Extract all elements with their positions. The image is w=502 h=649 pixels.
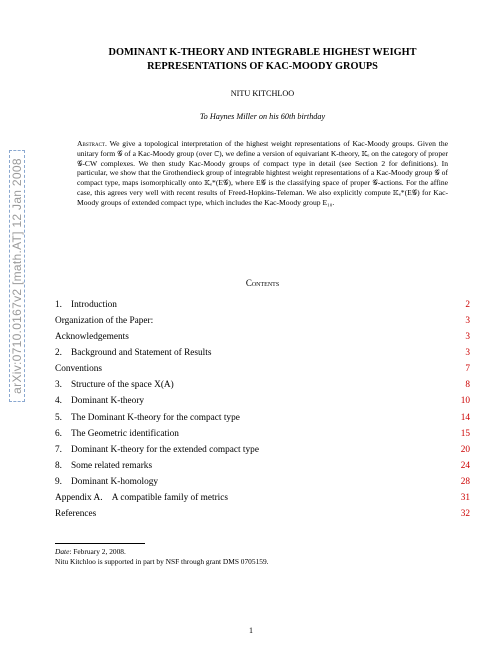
toc-row: Appendix A. A compatible family of metri…: [55, 493, 470, 505]
contents-heading: Contents: [55, 278, 470, 288]
title-line-1: DOMINANT K-THEORY AND INTEGRABLE HIGHEST…: [109, 47, 417, 58]
toc-label: Background and Statement of Results: [71, 348, 211, 360]
toc-entry: 7.Dominant K-theory for the extended com…: [55, 445, 259, 457]
toc-page[interactable]: 10: [461, 396, 470, 408]
toc-page[interactable]: 14: [461, 413, 470, 425]
toc-label: Some related remarks: [71, 461, 152, 473]
toc-label: Organization of the Paper:: [55, 316, 153, 328]
toc-row: 4.Dominant K-theory 10: [55, 396, 470, 408]
toc-row: Conventions 7: [55, 364, 470, 376]
toc-row: 3.Structure of the space X(A) 8: [55, 380, 470, 392]
toc-label: References: [55, 509, 96, 521]
footer-note: Nitu Kitchloo is supported in part by NS…: [55, 557, 269, 566]
toc-label: Dominant K-homology: [71, 477, 158, 489]
toc-page[interactable]: 20: [461, 445, 470, 457]
toc-page[interactable]: 3: [465, 316, 470, 328]
toc-row: 1.Introduction 2: [55, 300, 470, 312]
toc-entry: 1.Introduction: [55, 300, 117, 312]
abstract-body: We give a topological interpretation of …: [77, 139, 448, 207]
toc-entry: 6.The Geometric identification: [55, 429, 179, 441]
toc-number: 9.: [55, 477, 71, 489]
toc-row: Acknowledgements 3: [55, 332, 470, 344]
toc-row: 6.The Geometric identification 15: [55, 429, 470, 441]
toc-label: Appendix A. A compatible family of metri…: [55, 493, 228, 505]
toc-entry: 2.Background and Statement of Results: [55, 348, 211, 360]
dedication: To Haynes Miller on his 60th birthday: [55, 112, 470, 121]
page-number: 1: [0, 626, 502, 635]
toc-label: The Dominant K-theory for the compact ty…: [71, 413, 240, 425]
toc-number: 7.: [55, 445, 71, 457]
footer: Date: February 2, 2008. Nitu Kitchloo is…: [55, 547, 470, 567]
toc-entry: 5.The Dominant K-theory for the compact …: [55, 413, 240, 425]
toc-page[interactable]: 24: [461, 461, 470, 473]
toc-row: 7.Dominant K-theory for the extended com…: [55, 445, 470, 457]
toc-page[interactable]: 31: [461, 493, 470, 505]
toc-page[interactable]: 28: [461, 477, 470, 489]
toc-number: 6.: [55, 429, 71, 441]
toc-page[interactable]: 15: [461, 429, 470, 441]
author-name: NITU KITCHLOO: [55, 89, 470, 98]
toc-entry: References: [55, 509, 96, 521]
toc-label: Dominant K-theory for the extended compa…: [71, 445, 259, 457]
toc-page[interactable]: 3: [465, 348, 470, 360]
abstract: Abstract. We give a topological interpre…: [77, 139, 448, 208]
abstract-label: Abstract.: [77, 139, 107, 148]
toc-number: 2.: [55, 348, 71, 360]
toc-entry: Organization of the Paper:: [55, 316, 153, 328]
toc-page[interactable]: 7: [465, 364, 470, 376]
toc-row: 5.The Dominant K-theory for the compact …: [55, 413, 470, 425]
toc-entry: 9.Dominant K-homology: [55, 477, 158, 489]
toc-entry: 8.Some related remarks: [55, 461, 152, 473]
toc-row: References 32: [55, 509, 470, 521]
date-label: Date: [55, 547, 69, 556]
toc-row: Organization of the Paper: 3: [55, 316, 470, 328]
toc-row: 9.Dominant K-homology 28: [55, 477, 470, 489]
toc-number: 3.: [55, 380, 71, 392]
toc-entry: Conventions: [55, 364, 102, 376]
paper-title: DOMINANT K-THEORY AND INTEGRABLE HIGHEST…: [55, 46, 470, 74]
toc-number: 8.: [55, 461, 71, 473]
toc-label: Introduction: [71, 300, 117, 312]
table-of-contents: 1.Introduction 2 Organization of the Paper…: [55, 300, 470, 521]
toc-entry: 3.Structure of the space X(A): [55, 380, 174, 392]
toc-number: 5.: [55, 413, 71, 425]
footer-rule: [55, 543, 145, 544]
arxiv-id: arXiv:0710.0167v2 [math.AT] 12 Jan 2008: [10, 158, 24, 394]
toc-row: 2.Background and Statement of Results 3: [55, 348, 470, 360]
date-value: : February 2, 2008.: [69, 547, 125, 556]
toc-entry: 4.Dominant K-theory: [55, 396, 144, 408]
toc-label: Acknowledgements: [55, 332, 129, 344]
toc-page[interactable]: 8: [465, 380, 470, 392]
toc-number: 4.: [55, 396, 71, 408]
toc-row: 8.Some related remarks 24: [55, 461, 470, 473]
toc-entry: Appendix A. A compatible family of metri…: [55, 493, 228, 505]
toc-label: Conventions: [55, 364, 102, 376]
toc-label: Dominant K-theory: [71, 396, 144, 408]
toc-number: 1.: [55, 300, 71, 312]
toc-page[interactable]: 2: [465, 300, 470, 312]
title-line-2: REPRESENTATIONS OF KAC-MOODY GROUPS: [147, 61, 378, 72]
page-content: DOMINANT K-THEORY AND INTEGRABLE HIGHEST…: [55, 46, 470, 567]
arxiv-banner: arXiv:0710.0167v2 [math.AT] 12 Jan 2008: [9, 150, 25, 402]
toc-entry: Acknowledgements: [55, 332, 129, 344]
toc-page[interactable]: 3: [465, 332, 470, 344]
toc-label: The Geometric identification: [71, 429, 179, 441]
toc-page[interactable]: 32: [461, 509, 470, 521]
toc-label: Structure of the space X(A): [71, 380, 174, 392]
